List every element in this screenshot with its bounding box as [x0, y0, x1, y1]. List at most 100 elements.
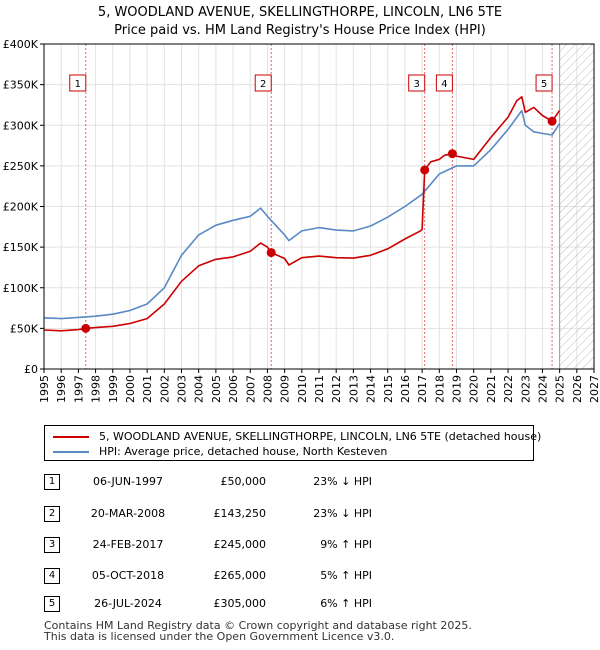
table-row: 4 05-OCT-2018 £265,000 5% ↑ HPI — [0, 568, 600, 584]
tx-number: 2 — [44, 506, 60, 522]
tx-date: 24-FEB-2017 — [92, 538, 164, 551]
x-tick-label: 2008 — [261, 375, 274, 403]
y-tick-label: £150K — [3, 241, 39, 254]
tx-date: 05-OCT-2018 — [91, 569, 165, 582]
x-tick-label: 2011 — [313, 375, 326, 403]
forecast-region — [559, 43, 595, 370]
x-tick-label: 2005 — [210, 375, 223, 403]
x-tick-label: 2006 — [227, 375, 240, 403]
tx-price: £143,250 — [213, 507, 267, 520]
chart-title: 5, WOODLAND AVENUE, SKELLINGTHORPE, LINC… — [0, 4, 600, 40]
footer-line-2: This data is licensed under the Open Gov… — [44, 630, 395, 643]
x-tick-label: 1996 — [55, 375, 68, 403]
price-chart: 1 2 3 4 5 £0 £50K £100K £150K £200K £250K £300K £35… — [3, 38, 600, 403]
tx-hpi: 23% ↓ HPI — [313, 475, 372, 488]
y-tick-label: £250K — [3, 160, 39, 173]
x-tick-label: 2004 — [193, 375, 206, 403]
y-tick-label: £300K — [3, 119, 39, 132]
y-tick-label: £350K — [3, 79, 39, 92]
title-line-2: Price paid vs. HM Land Registry's House … — [114, 23, 486, 38]
sale-badge-label-3: 3 — [414, 79, 420, 90]
x-axis: 1995 1996 1997 1998 1999 2000 2001 2002 2003 2004… — [38, 369, 600, 403]
y-tick-label: £100K — [3, 282, 39, 295]
x-tick-label: 2021 — [485, 375, 498, 403]
tx-hpi: 23% ↓ HPI — [313, 507, 372, 520]
table-row: 3 24-FEB-2017 £245,000 9% ↑ HPI — [0, 537, 600, 553]
tx-price: £305,000 — [213, 597, 267, 610]
x-tick-label: 2012 — [330, 375, 343, 403]
series-property-line — [43, 96, 561, 332]
x-tick-label: 2018 — [433, 375, 446, 403]
footer-line-1: Contains HM Land Registry data © Crown c… — [44, 619, 472, 632]
legend-property-label: 5, WOODLAND AVENUE, SKELLINGTHORPE, LINC… — [99, 430, 542, 443]
tx-date: 06-JUN-1997 — [92, 475, 164, 488]
sale-badge-2 — [254, 74, 272, 92]
legend-hpi-swatch — [53, 451, 89, 453]
tx-number: 5 — [44, 596, 60, 612]
x-tick-label: 2025 — [554, 375, 567, 403]
tx-price: £245,000 — [213, 538, 267, 551]
legend-hpi-label: HPI: Average price, detached house, Nort… — [99, 445, 388, 458]
tx-number: 4 — [44, 568, 60, 584]
x-tick-label: 2020 — [468, 375, 481, 403]
table-row: 1 06-JUN-1997 £50,000 23% ↓ HPI — [0, 474, 600, 490]
x-tick-label: 2000 — [124, 375, 137, 403]
tx-hpi: 5% ↑ HPI — [320, 569, 372, 582]
legend: 5, WOODLAND AVENUE, SKELLINGTHORPE, LINC… — [44, 425, 541, 461]
y-axis: £0 £50K £100K £150K £200K £250K £300K £350K £400… — [3, 38, 44, 376]
footer: Contains HM Land Registry data © Crown c… — [44, 620, 472, 642]
x-tick-label: 2001 — [141, 375, 154, 403]
series-group — [43, 96, 561, 332]
x-tick-label: 1997 — [72, 375, 85, 403]
x-tick-label: 1999 — [107, 375, 120, 403]
y-tick-label: £200K — [3, 201, 39, 214]
x-tick-label: 2015 — [382, 375, 395, 403]
sale-badge-label-5: 5 — [541, 79, 547, 90]
x-tick-label: 2024 — [536, 375, 549, 403]
x-tick-label: 1998 — [90, 375, 103, 403]
x-tick-label: 2010 — [296, 375, 309, 403]
x-tick-label: 2007 — [244, 375, 257, 403]
sale-point-1 — [81, 323, 91, 333]
title-line-1: 5, WOODLAND AVENUE, SKELLINGTHORPE, LINC… — [97, 5, 503, 20]
x-tick-label: 2009 — [279, 375, 292, 403]
series-hpi-line — [43, 109, 561, 320]
x-tick-label: 2002 — [158, 375, 171, 403]
y-tick-label: £400K — [3, 38, 39, 51]
y-tick-label: £50K — [10, 322, 39, 335]
sale-point-2 — [266, 248, 276, 258]
sale-points — [81, 116, 557, 333]
sale-badge-4 — [435, 74, 453, 92]
tx-date: 26-JUL-2024 — [94, 597, 162, 610]
sale-badge-label-1: 1 — [75, 79, 81, 90]
sale-badge-1 — [69, 74, 87, 92]
tx-number: 3 — [44, 537, 60, 553]
sale-point-3 — [420, 165, 430, 175]
x-tick-label: 2016 — [399, 375, 412, 403]
sale-badge-3 — [408, 74, 426, 92]
sale-badge-label-4: 4 — [441, 79, 447, 90]
x-tick-label: 2013 — [347, 375, 360, 403]
x-tick-label: 1995 — [38, 375, 51, 403]
table-row: 2 20-MAR-2008 £143,250 23% ↓ HPI — [0, 506, 600, 522]
legend-property-swatch — [53, 436, 89, 438]
table-row: 5 26-JUL-2024 £305,000 6% ↑ HPI — [0, 596, 600, 612]
tx-hpi: 9% ↑ HPI — [320, 538, 372, 551]
sale-point-5 — [547, 116, 557, 126]
tx-hpi: 6% ↑ HPI — [320, 597, 372, 610]
sale-badge-5 — [535, 74, 553, 92]
x-tick-label: 2027 — [588, 375, 600, 403]
x-tick-label: 2003 — [176, 375, 189, 403]
tx-price: £50,000 — [220, 475, 267, 488]
x-tick-label: 2014 — [365, 375, 378, 403]
x-tick-label: 2023 — [519, 375, 532, 403]
x-tick-label: 2022 — [502, 375, 515, 403]
tx-date: 20-MAR-2008 — [90, 507, 166, 520]
sale-badges: 1 2 3 4 5 — [69, 74, 553, 92]
sale-point-4 — [447, 149, 457, 159]
x-tick-label: 2017 — [416, 375, 429, 403]
tx-price: £265,000 — [213, 569, 267, 582]
x-tick-label: 2019 — [451, 375, 464, 403]
tx-number: 1 — [44, 474, 60, 490]
sale-badge-label-2: 2 — [260, 79, 266, 90]
